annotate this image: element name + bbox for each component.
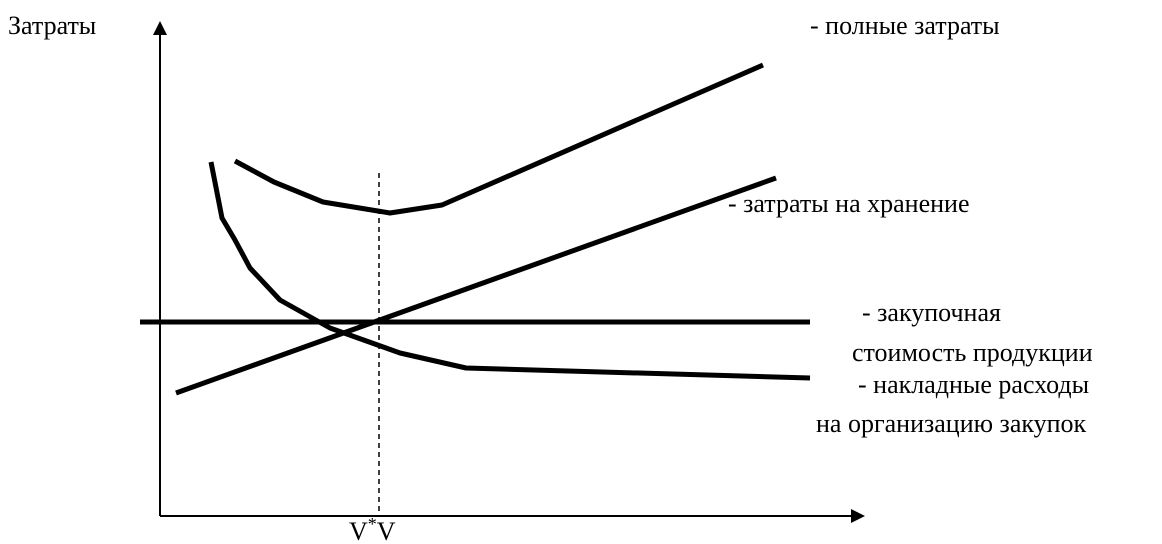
volume-label: V — [377, 517, 396, 544]
label-overhead-line2: на организацию закупок — [816, 409, 1087, 438]
optimum-label: V — [349, 517, 368, 544]
x-axis-label: V*V — [349, 514, 396, 544]
label-purchase-line1: - закупочная — [862, 298, 1001, 327]
overhead-cost-curve — [208, 161, 811, 381]
label-purchase-line2: стоимость продукции — [852, 338, 1093, 367]
y-axis-label: Затраты — [8, 11, 96, 40]
label-total-cost: - полные затраты — [810, 11, 1000, 40]
optimum-superscript: * — [368, 514, 377, 534]
total-cost-curve — [233, 62, 764, 216]
label-overhead-line1: - накладные расходы — [858, 370, 1089, 399]
label-storage-cost: - затраты на хранение — [728, 189, 970, 218]
storage-cost-line — [175, 175, 777, 396]
